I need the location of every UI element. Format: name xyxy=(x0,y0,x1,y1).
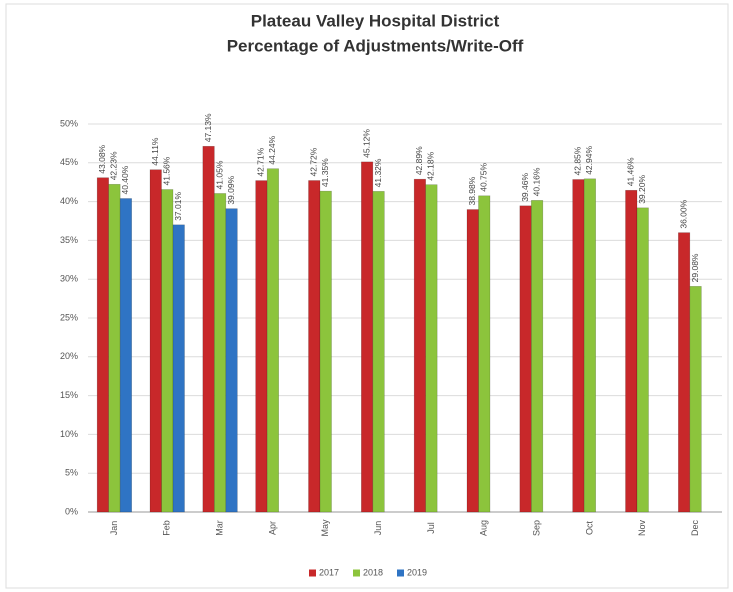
legend-swatch xyxy=(309,569,316,577)
bar xyxy=(583,178,596,513)
x-tick-label: Jun xyxy=(373,521,383,536)
legend-label: 2017 xyxy=(319,567,339,577)
bar xyxy=(214,193,227,513)
bar xyxy=(625,189,638,513)
bar xyxy=(636,207,649,513)
bar xyxy=(161,189,174,513)
bar xyxy=(119,198,132,513)
data-label: 41.35% xyxy=(320,158,330,187)
legend-swatch xyxy=(353,569,360,577)
bar xyxy=(202,145,215,513)
y-tick-label: 5% xyxy=(65,468,78,478)
y-tick-label: 25% xyxy=(60,312,78,322)
x-tick-label: Jan xyxy=(109,521,119,536)
chart-frame xyxy=(5,3,729,589)
bar xyxy=(478,195,491,513)
x-tick-label: May xyxy=(320,519,330,537)
data-label: 39.09% xyxy=(226,175,236,204)
legend-label: 2019 xyxy=(407,567,427,577)
x-tick-label: Jul xyxy=(426,522,436,534)
data-label: 42.89% xyxy=(414,146,424,175)
y-tick-label: 50% xyxy=(60,118,78,128)
bar xyxy=(225,208,238,513)
data-label: 41.32% xyxy=(373,158,383,187)
data-label: 37.01% xyxy=(173,192,183,221)
bar xyxy=(572,179,585,513)
data-label: 42.18% xyxy=(426,151,436,180)
y-tick-label: 15% xyxy=(60,390,78,400)
data-label: 42.72% xyxy=(309,147,319,176)
data-label: 41.56% xyxy=(162,156,172,185)
bar xyxy=(308,180,321,513)
bar xyxy=(466,209,479,513)
x-tick-label: Oct xyxy=(584,521,594,536)
data-label: 44.24% xyxy=(267,135,277,164)
data-label: 44.11% xyxy=(150,137,160,166)
bar xyxy=(372,191,385,513)
bar xyxy=(678,232,691,513)
y-tick-label: 20% xyxy=(60,351,78,361)
bar xyxy=(266,168,279,513)
data-label: 36.00% xyxy=(678,199,688,228)
bar xyxy=(172,224,185,513)
chart-title: Plateau Valley Hospital District xyxy=(251,11,500,30)
bar xyxy=(108,183,121,513)
legend-swatch xyxy=(397,569,404,577)
data-label: 42.71% xyxy=(256,147,266,176)
data-label: 41.05% xyxy=(214,160,224,189)
y-tick-label: 0% xyxy=(65,506,78,516)
bar xyxy=(149,169,162,513)
x-tick-label: Dec xyxy=(690,520,700,537)
bar xyxy=(413,178,426,513)
bar xyxy=(531,200,544,513)
data-label: 42.85% xyxy=(573,146,583,175)
data-label: 40.75% xyxy=(479,163,489,192)
data-label: 40.16% xyxy=(531,167,541,196)
x-tick-label: Aug xyxy=(479,520,489,536)
data-label: 47.13% xyxy=(203,113,213,142)
x-tick-label: Apr xyxy=(267,521,277,535)
bar xyxy=(96,177,109,513)
data-label: 42.23% xyxy=(109,151,119,180)
data-label: 45.12% xyxy=(361,129,371,158)
bar xyxy=(319,190,332,513)
data-label: 40.40% xyxy=(120,165,130,194)
data-label: 29.08% xyxy=(690,253,700,282)
bar xyxy=(519,205,532,513)
legend-label: 2018 xyxy=(363,567,383,577)
data-label: 39.20% xyxy=(637,175,647,204)
bar xyxy=(689,286,702,513)
y-tick-label: 10% xyxy=(60,429,78,439)
x-tick-label: Feb xyxy=(162,520,172,536)
y-tick-label: 35% xyxy=(60,235,78,245)
bar xyxy=(361,161,374,513)
y-tick-label: 30% xyxy=(60,274,78,284)
data-label: 39.46% xyxy=(520,173,530,202)
data-label: 42.94% xyxy=(584,146,594,175)
bar xyxy=(425,184,438,513)
data-label: 43.08% xyxy=(97,144,107,173)
y-tick-label: 45% xyxy=(60,157,78,167)
x-tick-label: Nov xyxy=(637,520,647,537)
x-tick-label: Mar xyxy=(214,520,224,536)
y-tick-label: 40% xyxy=(60,196,78,206)
data-label: 38.98% xyxy=(467,176,477,205)
x-tick-label: Sep xyxy=(531,520,541,536)
bar xyxy=(255,180,268,513)
chart-subtitle: Percentage of Adjustments/Write-Off xyxy=(227,36,524,55)
data-label: 41.46% xyxy=(626,157,636,186)
